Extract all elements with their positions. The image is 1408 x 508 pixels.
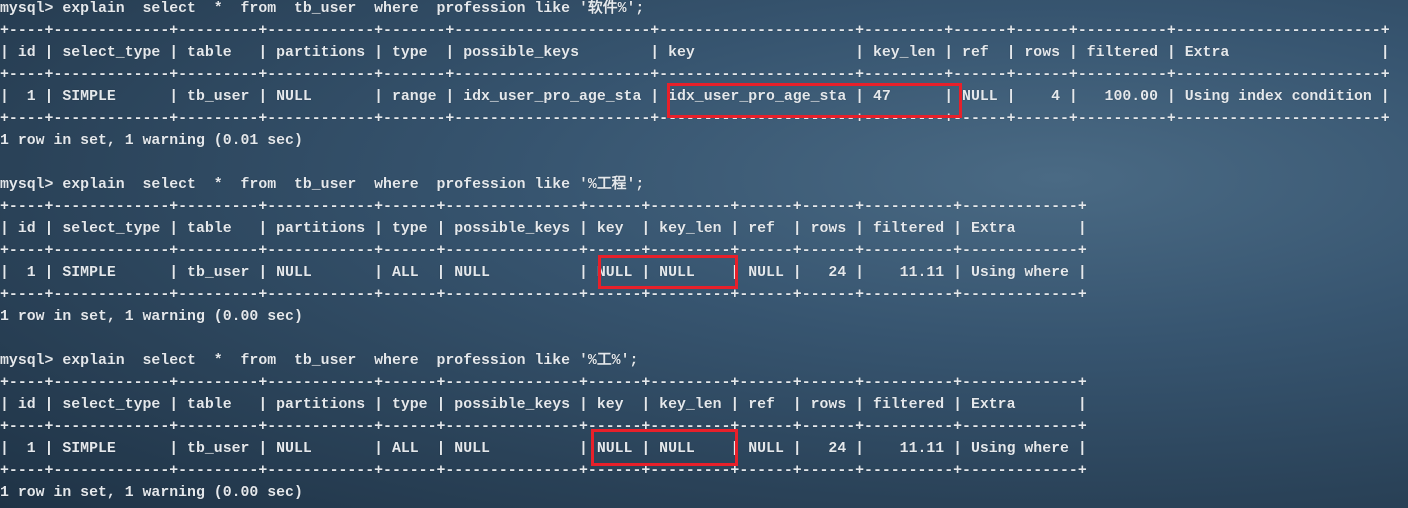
highlight-box-key-1 — [667, 83, 962, 118]
table-border: +----+-------------+---------+----------… — [0, 243, 1087, 259]
table-border: +----+-------------+---------+----------… — [0, 419, 1087, 435]
result-summary: 1 row in set, 1 warning (0.01 sec) — [0, 133, 303, 149]
blank-line — [0, 328, 1390, 350]
table-border: +----+-------------+---------+----------… — [0, 375, 1087, 391]
table-header: | id | select_type | table | partitions … — [0, 221, 1087, 237]
table-border: +----+-------------+---------+----------… — [0, 287, 1087, 303]
highlight-box-key-2 — [598, 255, 738, 289]
command-line: mysql> explain select * from tb_user whe… — [0, 1, 645, 17]
table-header: | id | select_type | table | partitions … — [0, 397, 1087, 413]
table-border: +----+-------------+---------+----------… — [0, 199, 1087, 215]
command-line: mysql> explain select * from tb_user whe… — [0, 177, 645, 193]
table-header: | id | select_type | table | partitions … — [0, 45, 1390, 61]
table-row: | 1 | SIMPLE | tb_user | NULL | range | … — [0, 89, 1390, 105]
terminal-output: mysql> explain select * from tb_user whe… — [0, 1, 1390, 501]
command-line: mysql> explain select * from tb_user whe… — [0, 353, 639, 369]
table-row: | 1 | SIMPLE | tb_user | NULL | ALL | NU… — [0, 265, 1087, 281]
result-summary: 1 row in set, 1 warning (0.00 sec) — [0, 485, 303, 501]
table-border: +----+-------------+---------+----------… — [0, 463, 1087, 479]
result-summary: 1 row in set, 1 warning (0.00 sec) — [0, 309, 303, 325]
highlight-box-key-3 — [591, 429, 738, 466]
table-border: +----+-------------+---------+----------… — [0, 67, 1390, 83]
blank-line — [0, 152, 1390, 174]
table-row: | 1 | SIMPLE | tb_user | NULL | ALL | NU… — [0, 441, 1087, 457]
table-border: +----+-------------+---------+----------… — [0, 111, 1390, 127]
table-border: +----+-------------+---------+----------… — [0, 23, 1390, 39]
